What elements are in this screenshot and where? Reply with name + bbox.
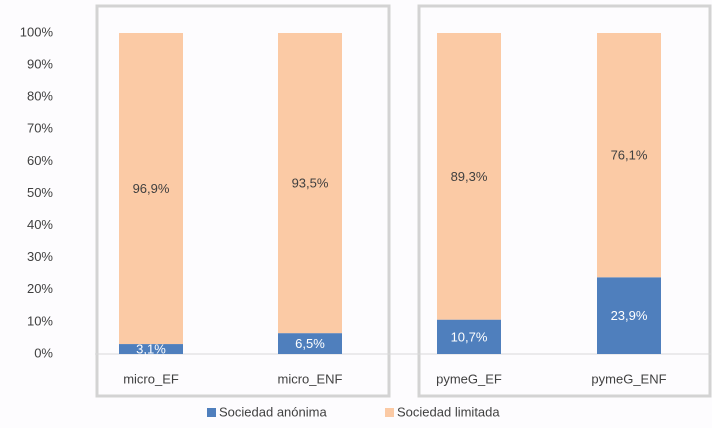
- y-tick-label: 20%: [27, 281, 53, 296]
- bar-segment: [119, 344, 183, 354]
- bar-segment: [597, 277, 661, 354]
- y-tick-label: 70%: [27, 121, 53, 136]
- panel-frame: [417, 4, 712, 398]
- x-tick-label: micro_ENF: [277, 371, 342, 386]
- bar-segment: [278, 333, 342, 354]
- y-tick-label: 80%: [27, 89, 53, 104]
- y-tick-label: 40%: [27, 217, 53, 232]
- y-tick-label: 0%: [34, 345, 53, 360]
- data-label: 3,1%: [136, 341, 166, 356]
- y-tick-label: 60%: [27, 153, 53, 168]
- panel-frame: [95, 4, 391, 398]
- x-tick-label: pymeG_EF: [436, 371, 502, 386]
- bar-segment: [597, 33, 661, 278]
- data-label: 93,5%: [292, 176, 329, 191]
- bar-segment: [437, 319, 501, 354]
- y-tick-label: 30%: [27, 249, 53, 264]
- bar-segment: [278, 33, 342, 334]
- legend-swatch: [385, 408, 394, 417]
- data-label: 96,9%: [133, 181, 170, 196]
- y-tick-label: 90%: [27, 57, 53, 72]
- data-label: 23,9%: [611, 308, 648, 323]
- y-tick-label: 100%: [20, 24, 54, 39]
- data-label: 6,5%: [295, 336, 325, 351]
- data-label: 76,1%: [611, 148, 648, 163]
- legend-label: Sociedad limitada: [397, 404, 500, 419]
- legend-label: Sociedad anónima: [219, 404, 327, 419]
- data-label: 89,3%: [451, 169, 488, 184]
- y-tick-label: 10%: [27, 313, 53, 328]
- x-tick-label: micro_EF: [123, 371, 179, 386]
- data-label: 10,7%: [451, 329, 488, 344]
- y-tick-label: 50%: [27, 185, 53, 200]
- bar-segment: [119, 33, 183, 345]
- legend-swatch: [207, 408, 216, 417]
- bar-segment: [437, 33, 501, 320]
- x-tick-label: pymeG_ENF: [591, 371, 666, 386]
